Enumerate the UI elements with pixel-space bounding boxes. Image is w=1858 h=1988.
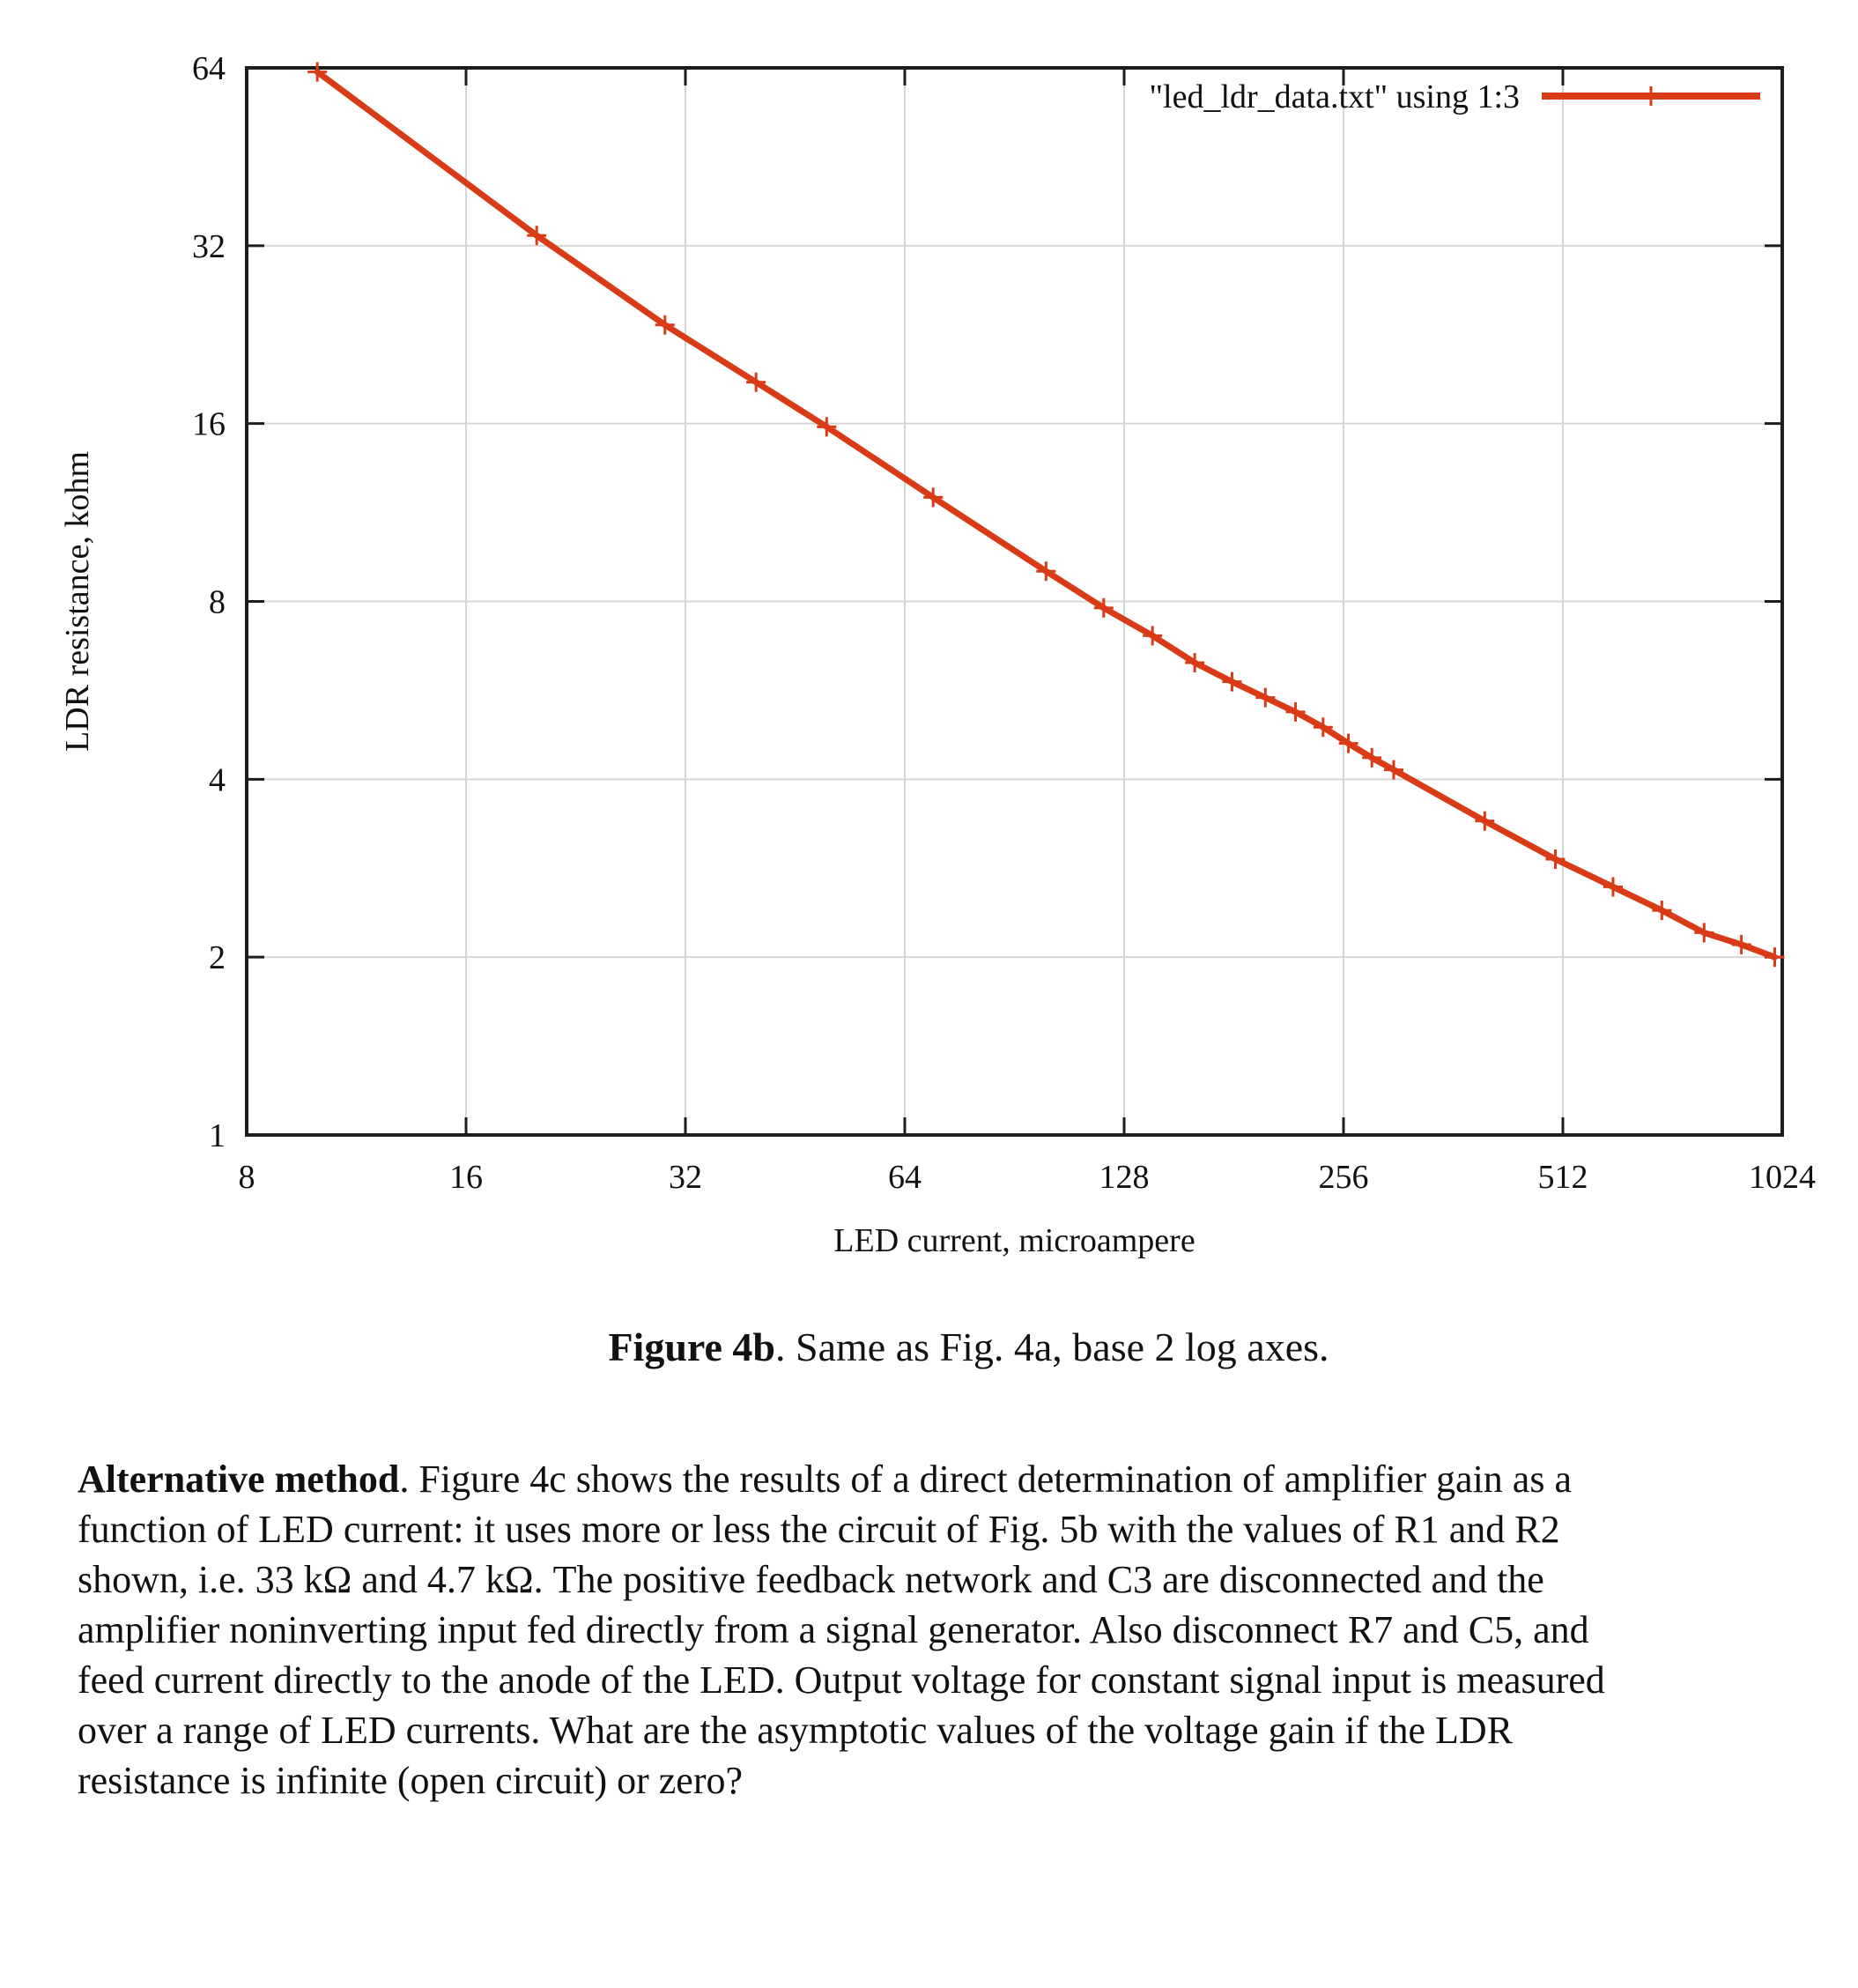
y-tick-label: 16: [192, 406, 226, 443]
x-tick-label: 512: [1538, 1159, 1588, 1196]
x-tick-label: 64: [888, 1159, 922, 1196]
y-tick-label: 4: [209, 761, 226, 798]
data-series-line: [314, 69, 1778, 961]
x-tick-label: 128: [1099, 1159, 1150, 1196]
y-tick-label: 64: [192, 50, 226, 87]
figure-caption-text: . Same as Fig. 4a, base 2 log axes.: [775, 1324, 1329, 1369]
paragraph-lead-in: Alternative method: [78, 1458, 400, 1501]
ldr-vs-led-current-chart: 8 16 32 64 128 256 512 1024 64 32 16 8 4 2 1 LDR resist…: [59, 50, 1816, 1259]
y-axis-title: LDR resistance, kohm: [59, 451, 96, 752]
x-tick-label: 32: [669, 1159, 702, 1196]
y-tick-label: 1: [209, 1117, 226, 1154]
x-tick-label: 16: [449, 1159, 483, 1196]
x-tick-label: 256: [1319, 1159, 1369, 1196]
legend-label: "led_ldr_data.txt" using 1:3: [1150, 78, 1520, 115]
figure-caption-number: Figure 4b: [608, 1324, 775, 1369]
body-paragraph: Alternative method. Figure 4c shows the …: [78, 1454, 1817, 1806]
y-tick-label: 32: [192, 228, 226, 265]
y-tick-label: 8: [209, 584, 226, 621]
y-tick-label: 2: [209, 939, 226, 976]
x-tick-label: 8: [239, 1159, 255, 1196]
paragraph-text: . Figure 4c shows the results of a direc…: [78, 1458, 1605, 1802]
x-tick-label: 1024: [1749, 1159, 1816, 1196]
chart-canvas: 8 16 32 64 128 256 512 1024 64 32 16 8 4 2 1 LDR resist…: [59, 50, 1816, 1259]
x-axis-title: LED current, microampere: [833, 1222, 1195, 1259]
figure-caption: Figure 4b. Same as Fig. 4a, base 2 log a…: [0, 1324, 1858, 1370]
